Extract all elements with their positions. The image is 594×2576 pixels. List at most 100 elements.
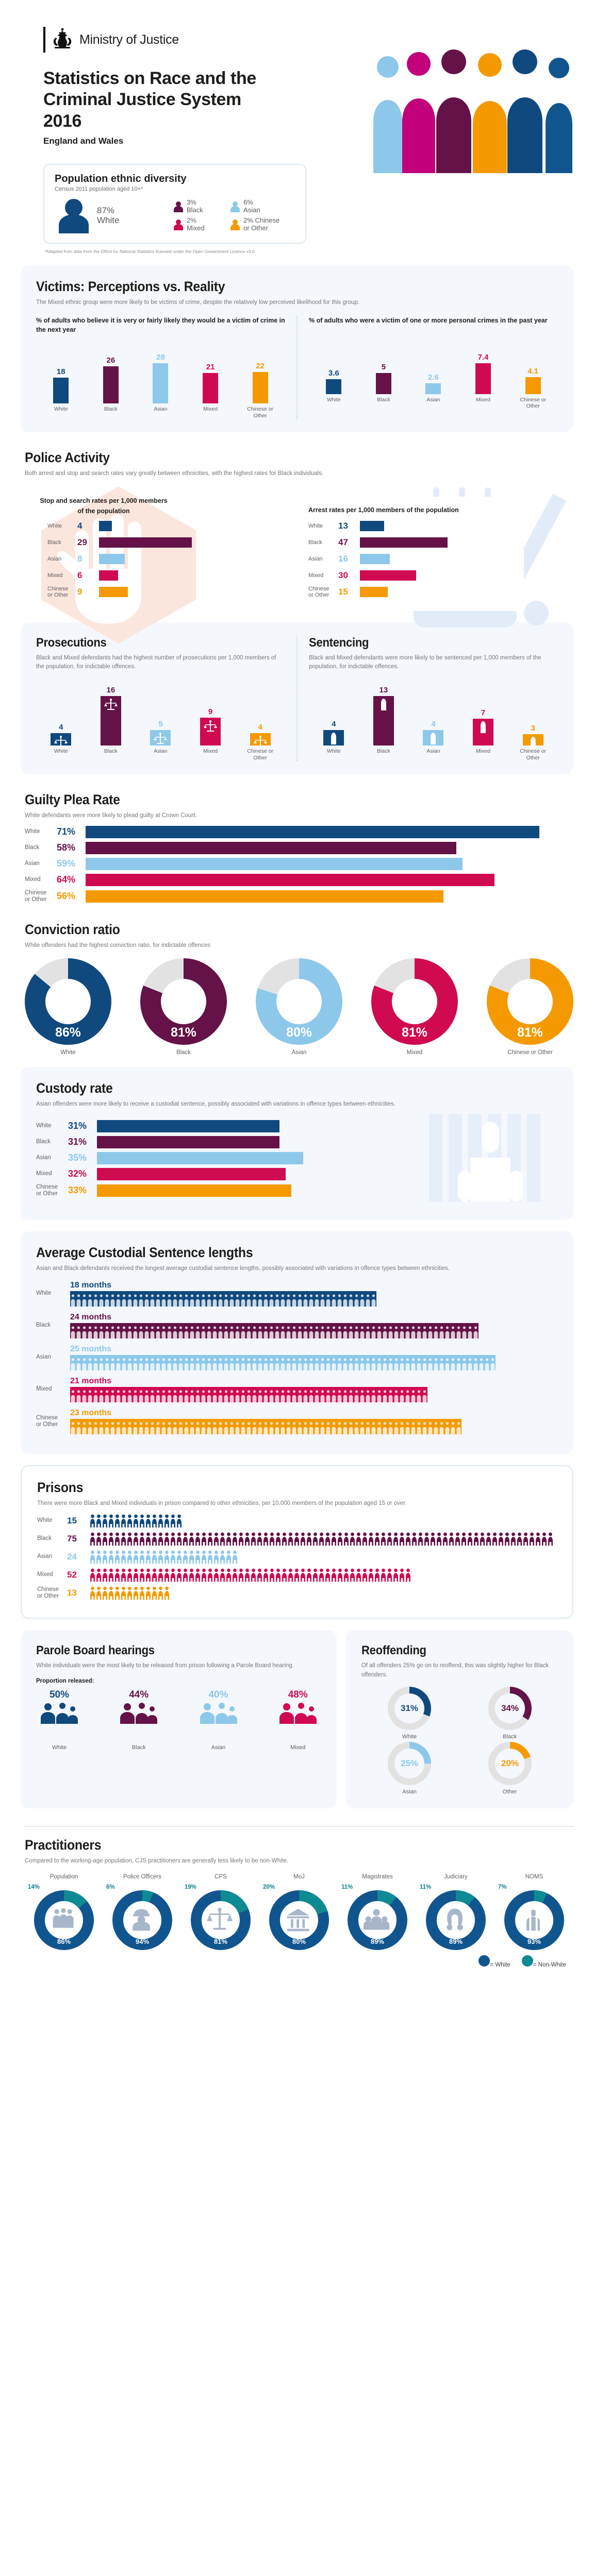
donut-chart: 81% xyxy=(191,1890,251,1951)
prison-row-people xyxy=(90,1568,557,1582)
parole-caption: Asian xyxy=(211,1744,226,1751)
person-icon xyxy=(297,1291,303,1307)
person-icon xyxy=(308,1418,314,1434)
bar-value: 4 xyxy=(59,723,63,732)
person-icon xyxy=(171,1532,175,1546)
bar-row: Mixed 64% xyxy=(25,873,573,886)
practitioner-nonwhite-value: 11% xyxy=(341,1884,353,1891)
person-icon xyxy=(291,1386,297,1402)
person-icon xyxy=(127,1323,133,1338)
person-icon xyxy=(115,1568,120,1582)
person-icon xyxy=(229,1386,235,1402)
bar-rect xyxy=(200,718,221,746)
bar-row-value: 13 xyxy=(338,520,348,531)
bar-rect xyxy=(103,366,119,403)
person-icon xyxy=(548,1532,553,1546)
pictogram-bar xyxy=(70,1418,558,1434)
person-icon xyxy=(331,1291,337,1307)
person-icon xyxy=(133,1354,138,1370)
person-icon xyxy=(150,1386,155,1402)
person-icon xyxy=(189,1323,195,1338)
parole-cell: 40% Asian xyxy=(195,1689,242,1751)
person-icon xyxy=(478,1354,484,1370)
person-icon xyxy=(443,1532,448,1546)
person-icon xyxy=(229,1354,235,1370)
person-icon xyxy=(214,1532,219,1546)
parole-cells: 50% White 44% Black 40% Asian 48% Mixed xyxy=(36,1689,321,1751)
bar-row-label: White xyxy=(25,828,40,835)
person-icon xyxy=(229,1323,235,1338)
person-icon xyxy=(406,1532,410,1546)
person-icon xyxy=(433,1418,439,1434)
person-icon xyxy=(233,1550,237,1564)
person-icon xyxy=(70,1354,76,1370)
person-icon xyxy=(104,1291,110,1307)
parole-cell: 48% Mixed xyxy=(275,1689,321,1751)
bar-category: Black xyxy=(377,396,390,403)
bar-row-value: 64% xyxy=(57,874,76,885)
person-icon xyxy=(172,1291,178,1307)
person-icon xyxy=(177,1568,182,1582)
bar-row-value: 35% xyxy=(68,1153,87,1163)
pictogram-bar xyxy=(70,1354,558,1370)
person-icon xyxy=(282,1532,287,1546)
person-icon xyxy=(229,1291,235,1307)
person-icon xyxy=(387,1532,392,1546)
pictogram-label: Chinese or Other xyxy=(36,1414,58,1428)
donut-caption: Asian xyxy=(291,1049,307,1056)
person-icon xyxy=(81,1386,87,1402)
practitioner-header: NOMS xyxy=(525,1874,543,1880)
person-icon xyxy=(399,1323,405,1338)
prison-row-people xyxy=(90,1514,557,1528)
victims-reality-bars: 3.6 5 2.6 7.4 4.1 xyxy=(309,332,558,394)
person-icon xyxy=(348,1386,354,1402)
person-icon xyxy=(152,1586,157,1600)
scales-icon xyxy=(154,733,168,744)
person-icon xyxy=(134,1568,138,1582)
svg-text:25%: 25% xyxy=(401,1758,418,1768)
bar-group: 4 xyxy=(318,679,350,746)
bar-rect xyxy=(51,733,72,748)
bar-category: Black xyxy=(104,405,118,412)
pictogram-main: 23 months xyxy=(70,1409,558,1434)
bar-category: White xyxy=(326,748,341,755)
bar-category: Chinese or Other xyxy=(247,748,274,761)
parole-cell: 44% Black xyxy=(116,1689,162,1751)
person-icon xyxy=(206,1291,212,1307)
person-icon xyxy=(164,1568,169,1582)
practitioners-section: Practitioners Compared to the working-ag… xyxy=(25,1825,573,1968)
bar-value: 4.1 xyxy=(527,366,539,376)
person-icon xyxy=(109,1532,113,1546)
police-section-head: Police Activity Both arrest and stop and… xyxy=(25,450,573,478)
bar-row: White 31% xyxy=(36,1120,424,1132)
person-icon xyxy=(252,1323,257,1338)
parole-description: White individuals were the most likely t… xyxy=(36,1663,294,1669)
police-title: Police Activity xyxy=(25,450,110,466)
bar-row-label: Mixed xyxy=(47,572,63,579)
person-icon xyxy=(444,1323,450,1338)
person-icon xyxy=(359,1386,365,1402)
practitioner-header: Judiciary xyxy=(444,1874,468,1880)
person-icon xyxy=(288,1568,293,1582)
person-icon xyxy=(144,1291,150,1307)
person-icon xyxy=(269,1418,274,1434)
person-icon xyxy=(325,1323,331,1338)
person-icon xyxy=(134,1532,138,1546)
person-icon xyxy=(201,1323,206,1338)
bar-row-label: Chinese or Other xyxy=(308,585,329,598)
person-icon xyxy=(416,1418,422,1434)
person-icon xyxy=(184,1386,189,1402)
reoffending-caption: Black xyxy=(503,1733,517,1740)
bar-row: Chinese or Other 56% xyxy=(25,890,573,903)
person-icon xyxy=(167,1418,172,1434)
person-icon xyxy=(331,1418,337,1434)
person-icon xyxy=(206,1418,212,1434)
person-icon xyxy=(337,1354,342,1370)
bar-row-value: 31% xyxy=(68,1121,87,1131)
person-icon xyxy=(319,1568,324,1582)
parole-value: 48% xyxy=(288,1689,308,1700)
person-icon xyxy=(286,1386,291,1402)
bar-category: Asian xyxy=(426,748,440,755)
person-icon xyxy=(220,1568,225,1582)
bar-rect xyxy=(100,696,121,746)
